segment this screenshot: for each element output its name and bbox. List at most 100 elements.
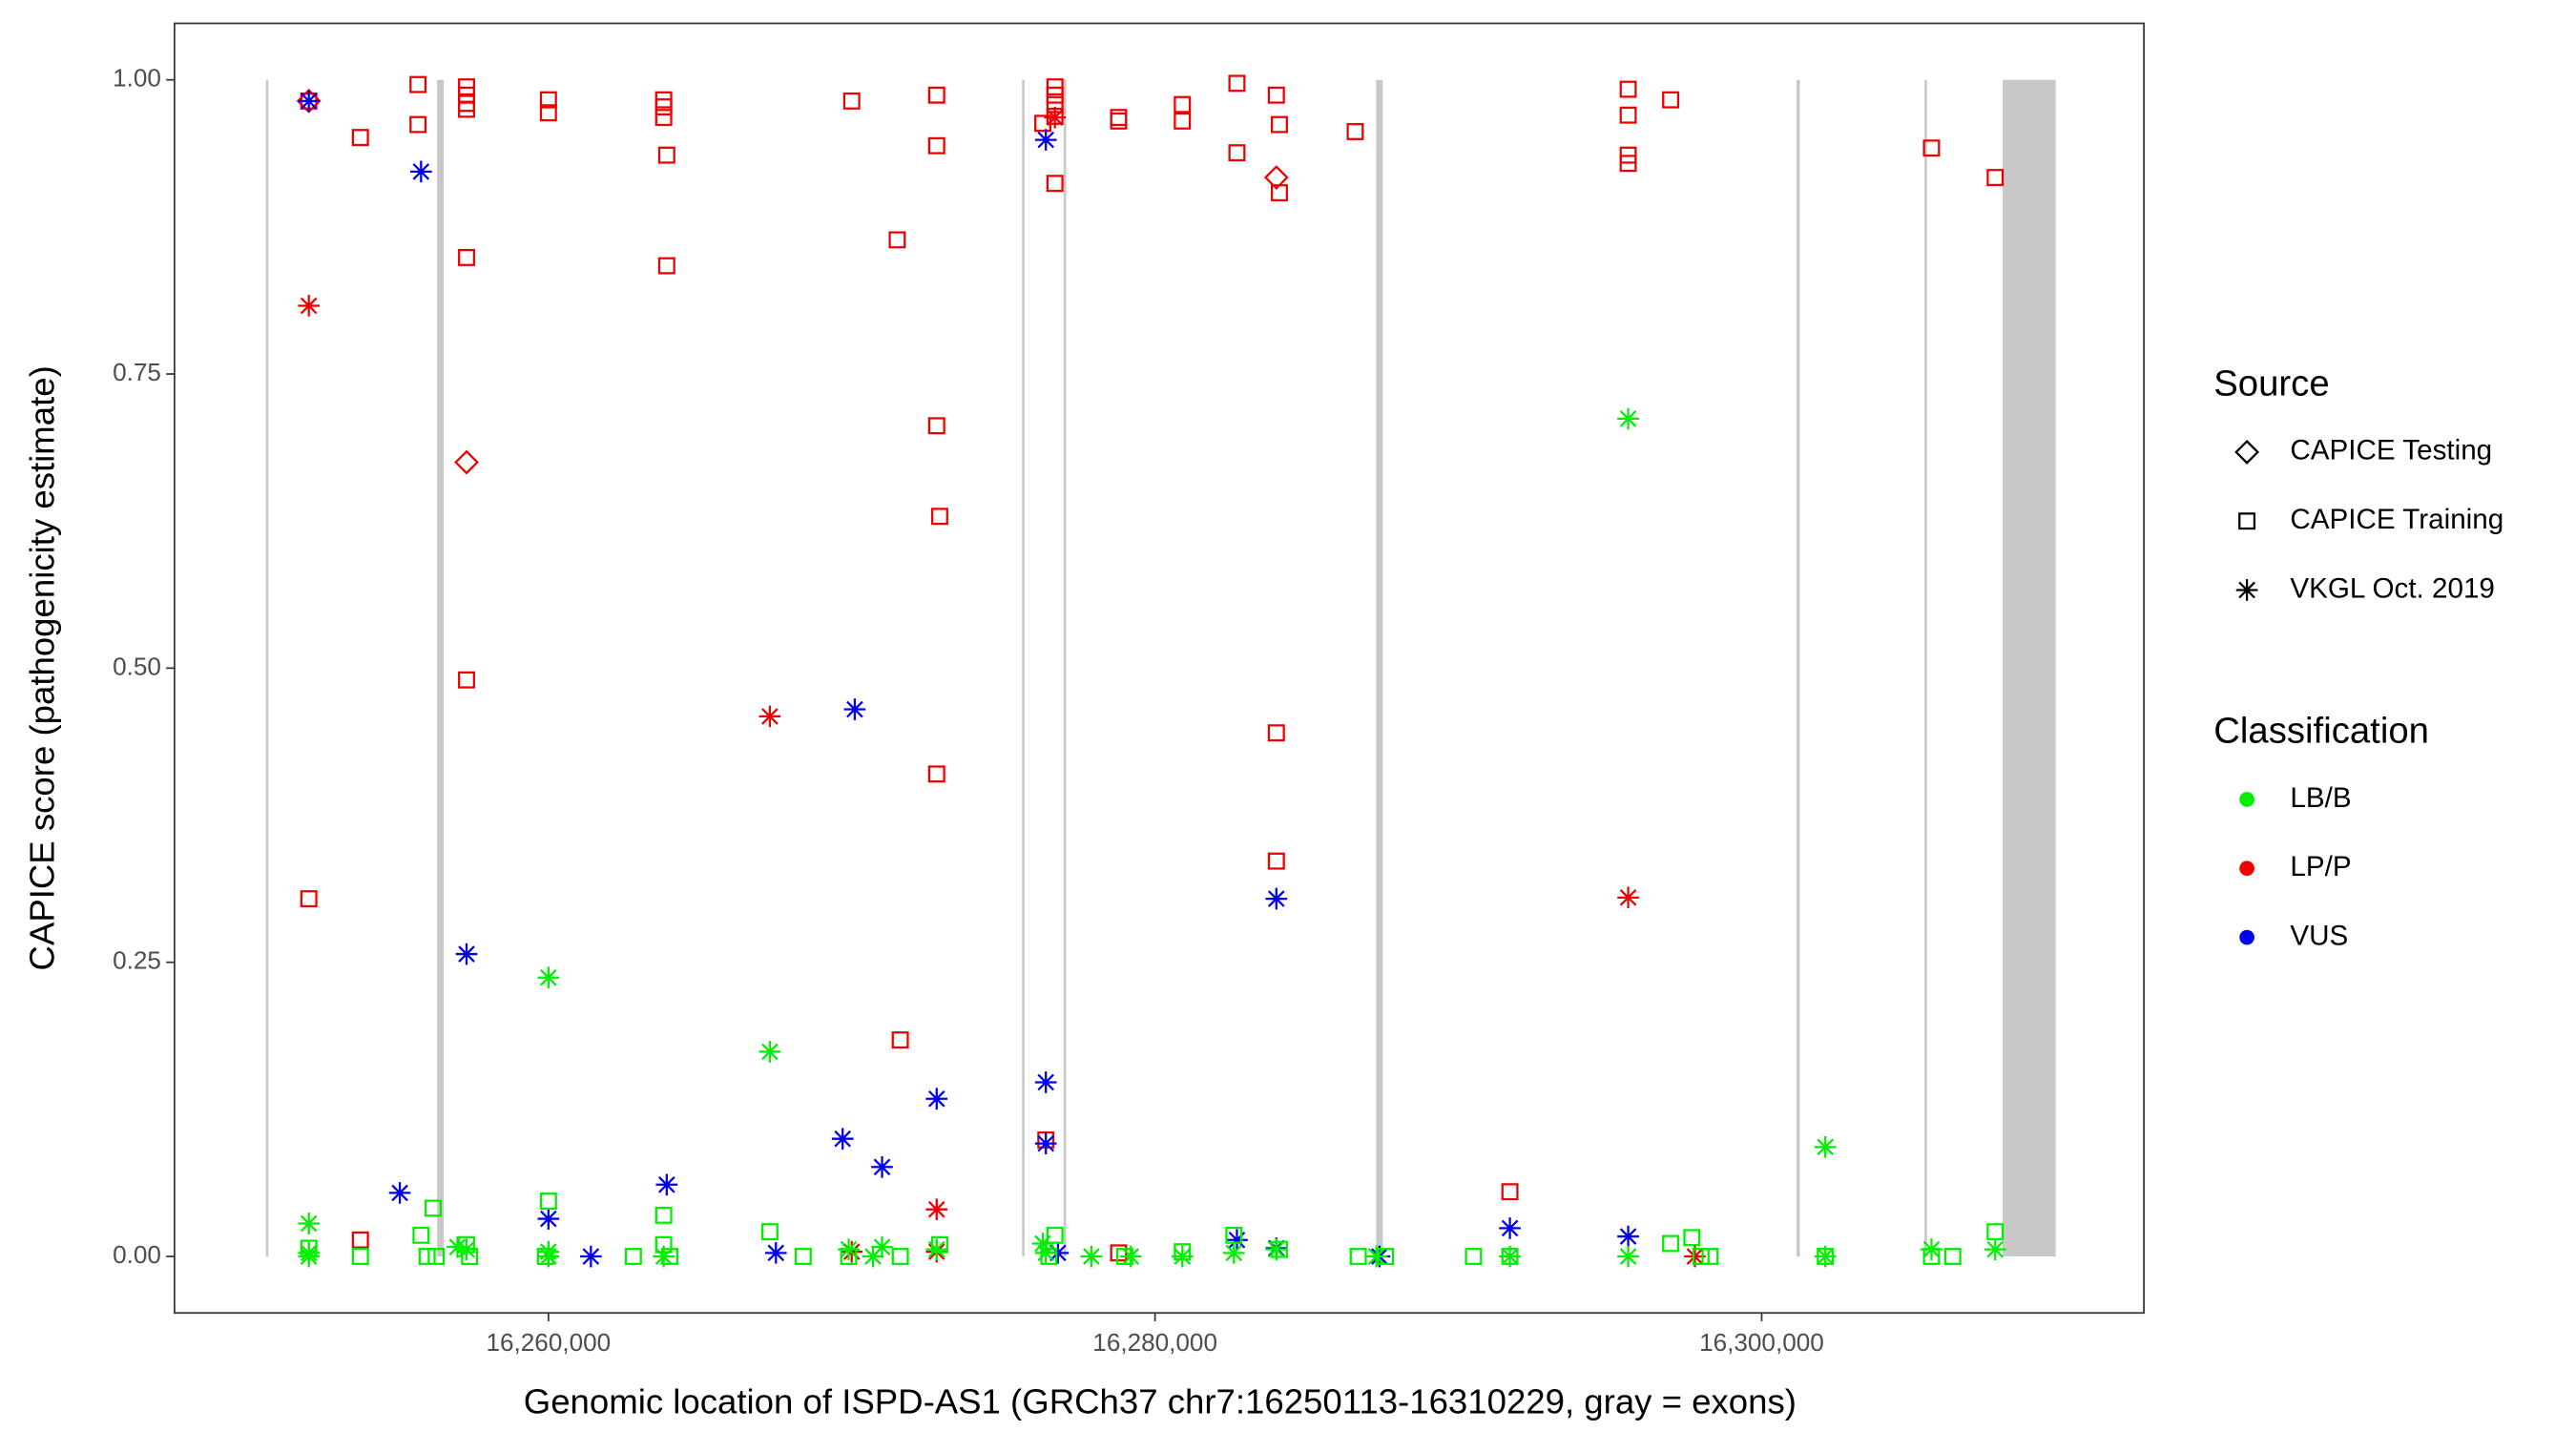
marker-square xyxy=(1040,1248,1058,1265)
marker-asterisk xyxy=(1034,1132,1057,1154)
point xyxy=(1046,86,1064,104)
point xyxy=(300,890,318,908)
marker-square xyxy=(418,1248,436,1265)
marker-asterisk xyxy=(388,1182,411,1204)
marker-square xyxy=(930,1235,948,1254)
point xyxy=(764,1242,787,1264)
point xyxy=(1040,1248,1058,1265)
point xyxy=(458,1235,475,1254)
point xyxy=(1346,122,1364,140)
marker-asterisk xyxy=(1617,1245,1639,1268)
marker-square xyxy=(1817,1248,1835,1265)
marker-square xyxy=(1465,1248,1483,1265)
marker-asterisk xyxy=(298,1213,321,1234)
marker-square xyxy=(1683,1229,1701,1247)
marker-square xyxy=(1501,1248,1519,1265)
point xyxy=(1986,169,2005,187)
point xyxy=(409,115,427,134)
marker-asterisk xyxy=(1499,1217,1521,1239)
marker-square xyxy=(1692,1248,1710,1265)
point xyxy=(891,1031,909,1049)
marker-square xyxy=(300,890,318,908)
point xyxy=(537,1208,560,1230)
legend-key xyxy=(2239,929,2254,945)
marker-asterisk xyxy=(1265,1238,1288,1260)
marker-square xyxy=(840,1248,858,1265)
marker-square xyxy=(1986,1223,2005,1241)
point xyxy=(298,90,321,113)
y-axis-title: CAPICE score (pathogenicity estimate) xyxy=(23,365,62,970)
legend-key xyxy=(2235,579,2258,601)
exon xyxy=(2003,79,2056,1257)
marker-square xyxy=(1922,139,1941,157)
point xyxy=(1267,86,1285,104)
point xyxy=(1619,155,1637,173)
legend-label: LB/B xyxy=(2290,782,2351,814)
marker-asterisk xyxy=(925,1238,948,1260)
point xyxy=(871,1235,893,1258)
marker-asterisk xyxy=(1984,1238,2006,1260)
marker-asterisk xyxy=(1617,1225,1639,1248)
marker-square xyxy=(425,1199,443,1217)
point xyxy=(412,1226,430,1244)
marker-asterisk xyxy=(871,1235,893,1258)
point xyxy=(1617,407,1639,430)
point xyxy=(842,92,861,110)
point xyxy=(1683,1229,1701,1247)
point xyxy=(758,1041,781,1063)
legend-label: CAPICE Training xyxy=(2290,504,2503,535)
marker-square xyxy=(1349,1248,1367,1265)
marker-square xyxy=(654,1206,673,1224)
marker-square xyxy=(888,231,906,249)
point xyxy=(927,136,945,155)
point xyxy=(1267,852,1285,870)
marker-square xyxy=(539,1192,557,1211)
exon xyxy=(1797,79,1800,1257)
x-tick-label: 16,300,000 xyxy=(1699,1328,1824,1357)
marker-square xyxy=(842,92,861,110)
point xyxy=(657,257,675,275)
point xyxy=(1619,106,1637,124)
point xyxy=(653,1245,675,1268)
point xyxy=(1271,1240,1288,1258)
legend-key xyxy=(2239,861,2254,877)
point xyxy=(1080,1245,1103,1268)
marker-square xyxy=(458,671,475,689)
marker-asterisk xyxy=(537,966,560,989)
marker-asterisk xyxy=(1044,106,1067,129)
exon xyxy=(1063,79,1067,1257)
y-tick-label: 0.50 xyxy=(113,652,161,680)
marker-asterisk xyxy=(580,1245,602,1268)
marker-square xyxy=(1662,1234,1680,1253)
point xyxy=(654,98,673,116)
marker-square xyxy=(1225,1226,1243,1244)
marker-square xyxy=(300,1239,318,1257)
marker-square xyxy=(1110,112,1128,130)
marker-square xyxy=(1046,175,1064,193)
exon xyxy=(1022,79,1025,1257)
point xyxy=(925,1088,948,1110)
marker-square xyxy=(927,417,945,435)
point xyxy=(461,1248,479,1265)
point xyxy=(657,146,675,164)
marker-square xyxy=(794,1248,812,1265)
marker-asterisk xyxy=(1226,1229,1248,1252)
marker-asterisk xyxy=(298,90,321,113)
point xyxy=(794,1248,812,1265)
marker-square xyxy=(654,98,673,116)
point xyxy=(1044,106,1067,129)
point xyxy=(840,1248,858,1265)
marker-asterisk xyxy=(1047,1242,1070,1264)
marker-asterisk xyxy=(655,1173,678,1196)
point xyxy=(1046,1226,1064,1244)
marker-asterisk xyxy=(758,1041,781,1063)
point xyxy=(1271,115,1288,134)
marker-square xyxy=(458,248,475,266)
point xyxy=(871,1155,893,1178)
point xyxy=(454,449,479,475)
point xyxy=(1499,1245,1521,1268)
marker-square xyxy=(760,1223,779,1241)
point xyxy=(862,1245,884,1268)
marker-square xyxy=(1046,86,1064,104)
